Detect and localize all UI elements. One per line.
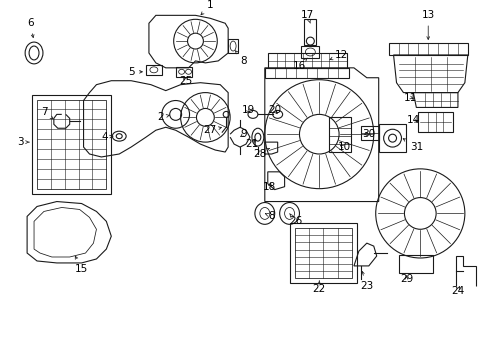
Text: 15: 15 [75,256,88,274]
Text: 28: 28 [253,148,269,159]
Text: 30: 30 [362,129,375,139]
Text: 26: 26 [288,213,302,226]
Text: 14: 14 [406,115,419,125]
Text: 21: 21 [245,139,258,149]
Text: 25: 25 [179,76,192,86]
Bar [37,99,106,189]
Text: 6: 6 [27,18,34,37]
Text: 4: 4 [101,132,113,142]
Text: 10: 10 [337,142,350,152]
Text: 11: 11 [403,93,416,103]
Text: 31: 31 [403,139,422,152]
Bar [328,117,350,152]
Text: 13: 13 [421,10,434,40]
Text: 17: 17 [300,10,313,23]
Text: 29: 29 [399,274,412,284]
Text: 8: 8 [265,211,274,221]
Bar [388,43,467,55]
Bar [145,65,162,75]
Text: 8: 8 [235,51,247,66]
Bar [228,39,238,53]
Text: 9: 9 [240,129,247,139]
Text: 1: 1 [201,0,213,15]
Text: 16: 16 [292,58,306,71]
Bar [32,95,111,194]
Text: 19: 19 [241,105,254,116]
Bar [301,46,319,58]
Bar [378,124,406,152]
Text: 5: 5 [127,67,142,77]
Bar [360,126,378,140]
Text: 3: 3 [17,137,29,147]
Bar [417,112,452,132]
Bar [294,228,351,278]
Text: 24: 24 [450,286,464,296]
Text: 7: 7 [41,107,53,119]
Bar [304,19,316,45]
Text: 2: 2 [157,112,169,122]
Text: 27: 27 [203,125,221,135]
Text: 23: 23 [360,271,373,291]
Bar [398,255,432,273]
Text: 22: 22 [312,281,325,294]
Text: 12: 12 [329,50,347,60]
Text: 18: 18 [263,182,276,192]
Text: 20: 20 [267,105,281,116]
Bar [175,67,191,77]
Bar [289,223,356,283]
